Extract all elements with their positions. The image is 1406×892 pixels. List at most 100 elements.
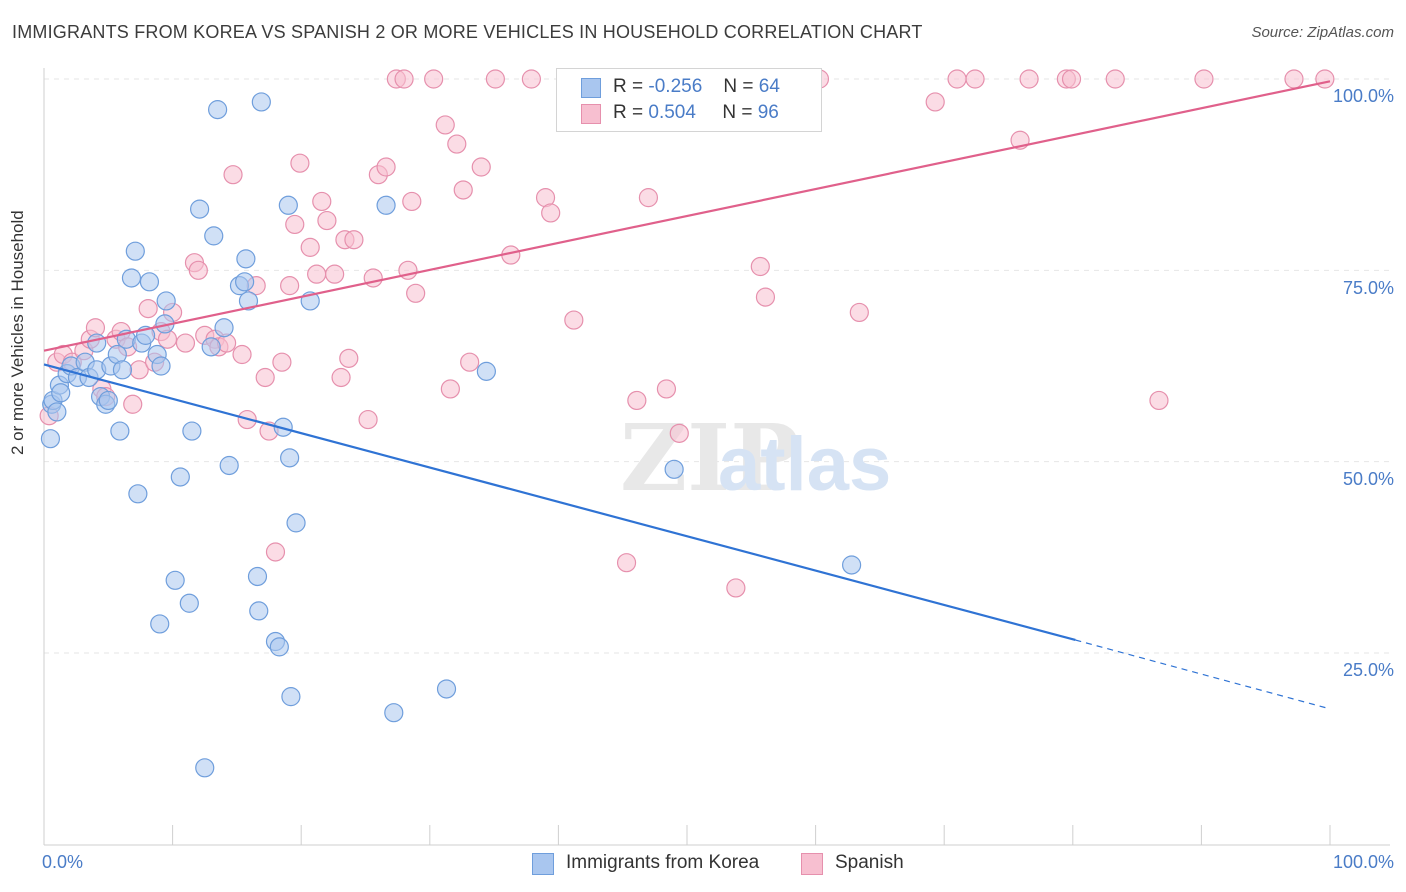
data-point bbox=[280, 276, 300, 296]
data-point bbox=[236, 249, 256, 269]
data-point bbox=[307, 264, 327, 284]
data-point bbox=[139, 272, 160, 292]
data-point bbox=[925, 92, 945, 112]
spanish-legend-swatch bbox=[801, 853, 823, 875]
data-point bbox=[223, 165, 243, 185]
data-point bbox=[272, 352, 292, 372]
data-point bbox=[726, 578, 746, 598]
data-point bbox=[121, 268, 142, 288]
data-point bbox=[204, 226, 224, 246]
data-point bbox=[128, 484, 148, 504]
data-point bbox=[638, 188, 659, 208]
trend-line bbox=[43, 80, 1331, 352]
data-point bbox=[453, 180, 473, 200]
n-value: 64 bbox=[758, 76, 780, 97]
spanish-swatch bbox=[581, 104, 601, 124]
data-point bbox=[317, 210, 337, 231]
data-point bbox=[125, 241, 145, 261]
data-point bbox=[249, 601, 269, 621]
data-point bbox=[278, 195, 298, 215]
trend-lines bbox=[43, 80, 1331, 710]
data-point bbox=[1105, 69, 1125, 89]
data-point bbox=[151, 356, 171, 376]
trend-line-extension bbox=[1075, 639, 1331, 710]
data-point bbox=[112, 360, 133, 380]
korea-swatch bbox=[581, 78, 601, 98]
data-point bbox=[376, 157, 396, 177]
data-point bbox=[51, 383, 71, 403]
data-point bbox=[755, 287, 776, 307]
data-point bbox=[175, 333, 196, 353]
x-tick-label: 0.0% bbox=[42, 852, 84, 872]
data-point bbox=[965, 69, 985, 89]
data-point bbox=[286, 513, 306, 533]
n-value: 96 bbox=[757, 102, 779, 123]
data-point bbox=[208, 100, 228, 120]
n-label: N = bbox=[723, 76, 754, 97]
data-point bbox=[190, 199, 210, 219]
y-tick-label: 50.0% bbox=[1342, 469, 1394, 489]
data-point bbox=[521, 69, 541, 89]
data-point bbox=[123, 394, 143, 414]
data-point bbox=[656, 379, 677, 399]
data-point bbox=[219, 455, 239, 476]
data-point bbox=[247, 566, 268, 587]
data-point bbox=[290, 153, 310, 173]
data-point bbox=[201, 337, 221, 357]
data-point bbox=[358, 409, 378, 430]
data-point bbox=[331, 367, 351, 388]
data-point bbox=[165, 570, 185, 590]
data-point bbox=[1061, 69, 1082, 89]
data-point bbox=[1194, 69, 1214, 89]
data-point bbox=[150, 614, 170, 634]
data-point bbox=[616, 553, 637, 573]
legend-label: Immigrants from Korea bbox=[566, 852, 760, 873]
y-tick-label: 75.0% bbox=[1342, 278, 1394, 298]
watermark-zip: ZIP bbox=[620, 404, 799, 512]
data-point bbox=[87, 333, 107, 353]
data-point bbox=[627, 390, 647, 411]
data-point bbox=[280, 448, 300, 468]
data-point bbox=[947, 69, 967, 89]
data-point bbox=[269, 637, 289, 657]
data-point bbox=[138, 299, 158, 319]
data-point bbox=[435, 115, 455, 135]
data-point bbox=[842, 555, 862, 575]
data-point bbox=[265, 542, 286, 562]
x-tick-label: 100.0% bbox=[1332, 852, 1394, 872]
n-label: N = bbox=[722, 102, 753, 123]
trend-line bbox=[43, 363, 1076, 642]
data-point bbox=[471, 157, 491, 177]
data-point bbox=[188, 260, 208, 280]
data-point bbox=[447, 134, 467, 154]
data-point bbox=[344, 230, 364, 250]
data-point bbox=[179, 593, 199, 613]
data-point bbox=[170, 467, 190, 487]
data-point bbox=[47, 402, 67, 422]
data-point bbox=[235, 272, 255, 292]
data-point bbox=[394, 69, 414, 89]
data-point bbox=[182, 421, 202, 441]
data-point bbox=[664, 459, 684, 479]
r-value: -0.256 bbox=[648, 76, 703, 97]
legend-label: Spanish bbox=[835, 852, 904, 873]
data-point bbox=[232, 344, 252, 365]
grid-lines bbox=[44, 78, 1390, 654]
data-point bbox=[273, 417, 293, 437]
data-point bbox=[1315, 69, 1335, 89]
source-credit: Source: ZipAtlas.com bbox=[1251, 24, 1394, 41]
data-point bbox=[669, 423, 689, 443]
y-axis-label: 2 or more Vehicles in Household bbox=[8, 210, 27, 455]
data-point bbox=[40, 429, 61, 449]
data-point bbox=[238, 291, 259, 311]
data-point bbox=[195, 758, 215, 778]
data-point bbox=[110, 421, 130, 441]
r-value: 0.504 bbox=[648, 102, 696, 123]
data-point bbox=[312, 191, 332, 212]
r-label: R = bbox=[613, 76, 644, 97]
data-point bbox=[476, 361, 496, 381]
data-point bbox=[849, 302, 869, 323]
data-point bbox=[1019, 69, 1039, 89]
data-point bbox=[402, 191, 422, 212]
